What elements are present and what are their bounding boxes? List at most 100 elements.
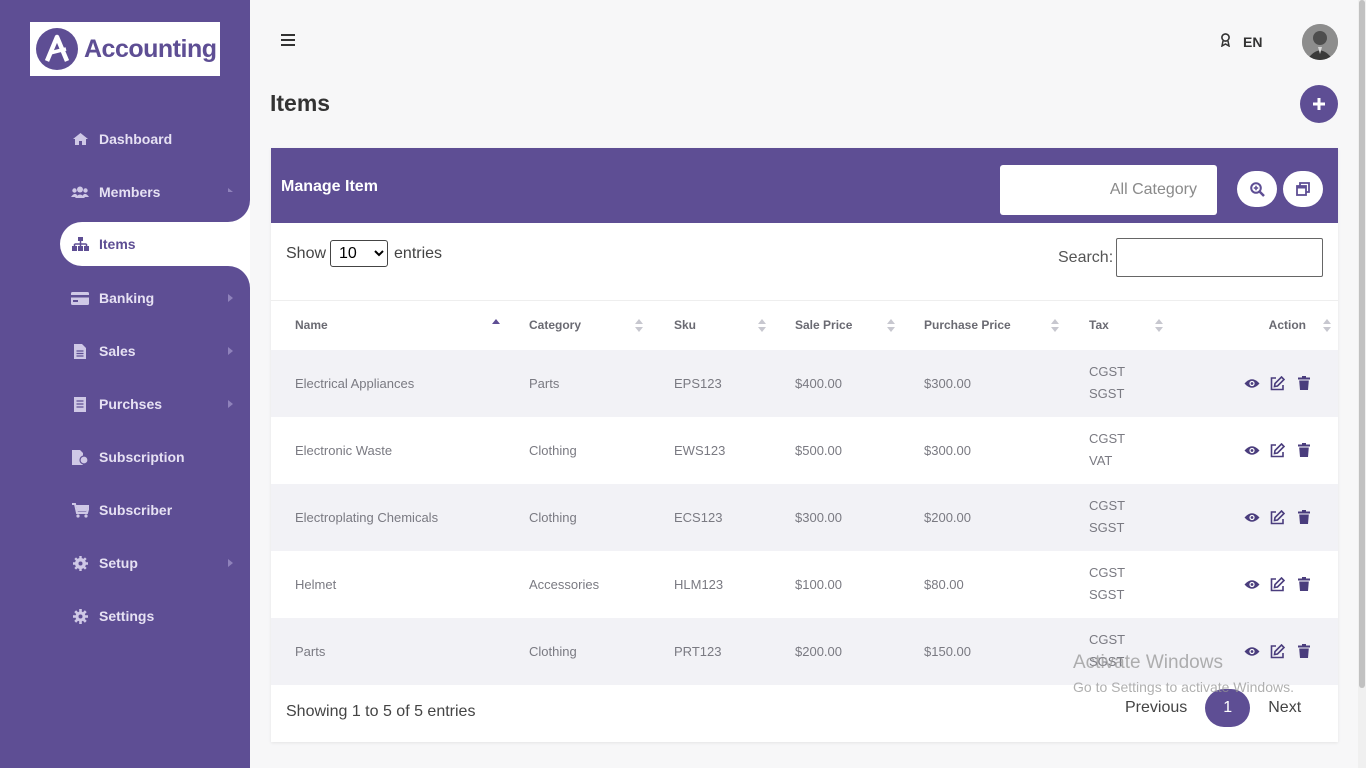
sidebar-item-items[interactable]: Items (60, 192, 250, 296)
cell-category: Accessories (529, 576, 600, 592)
sort-icon (635, 319, 643, 333)
sidebar-item-subscriber[interactable]: Subscriber (0, 483, 250, 536)
column-header-category[interactable]: Category (529, 301, 674, 350)
window-restore-button[interactable] (1283, 171, 1323, 207)
card-title: Manage Item (281, 178, 378, 195)
sort-icon (758, 319, 766, 333)
sidebar-item-dashboard[interactable]: Dashboard (0, 112, 250, 165)
cell-actions (1181, 417, 1338, 484)
delete-icon[interactable] (1295, 509, 1312, 526)
sidebar-item-label: Members (99, 183, 161, 200)
view-icon[interactable] (1243, 375, 1260, 392)
page-title: Items (270, 90, 331, 116)
sidebar-item-sales[interactable]: Sales (0, 324, 250, 377)
table-row: Electroplating Chemicals Clothing ECS123 $3… (271, 483, 1338, 551)
cell-category: Parts (529, 375, 560, 391)
sort-icon (1155, 319, 1163, 333)
delete-icon[interactable] (1295, 442, 1312, 459)
edit-icon[interactable] (1269, 509, 1286, 526)
sidebar-item-subscription[interactable]: Subscription (0, 430, 250, 483)
edit-icon[interactable] (1269, 643, 1286, 660)
avatar[interactable] (1302, 24, 1338, 60)
hamburger-icon[interactable] (281, 34, 295, 48)
sidebar-item-setup[interactable]: Setup (0, 536, 250, 589)
page-scrollbar[interactable] (1358, 0, 1366, 768)
sitemap-icon (71, 236, 89, 252)
search-input[interactable] (1116, 238, 1324, 277)
column-header-tax[interactable]: Tax (1089, 301, 1181, 350)
edit-icon[interactable] (1269, 576, 1286, 593)
items-table: Name Category Sku Sale Price Purchase Pr… (271, 300, 1338, 685)
sort-icon (887, 319, 895, 333)
column-header-sale-price[interactable]: Sale Price (795, 301, 924, 350)
tax-label: CGST (1089, 565, 1126, 580)
column-header-name[interactable]: Name (271, 301, 529, 350)
cell-purchase-price: $300.00 (924, 375, 971, 391)
sidebar-item-members[interactable]: Members (0, 165, 250, 218)
receipt-icon (71, 396, 89, 412)
view-icon[interactable] (1243, 442, 1260, 459)
next-page-button[interactable]: Next (1268, 699, 1302, 716)
cell-name: Electroplating Chemicals (295, 509, 439, 525)
delete-icon[interactable] (1295, 643, 1312, 660)
cell-sku: HLM123 (674, 576, 724, 592)
column-header-action[interactable]: Action (1181, 301, 1338, 350)
cell-tax: CGST SGST (1089, 618, 1181, 685)
app-logo[interactable]: Accounting (30, 22, 220, 76)
tax-label: SGST (1089, 654, 1125, 669)
cell-purchase-price: $80.00 (924, 576, 964, 592)
cell-name: Parts (295, 643, 326, 659)
category-select[interactable]: All Category (1000, 165, 1217, 215)
cell-sale-price: $500.00 (795, 442, 842, 458)
sort-icon (1051, 319, 1059, 333)
cell-tax: CGST SGST (1089, 484, 1181, 551)
gear-icon (71, 608, 89, 624)
cell-category: Clothing (529, 442, 577, 458)
cell-actions (1181, 551, 1338, 618)
cell-sale-price: $400.00 (795, 375, 842, 391)
cell-purchase-price: $300.00 (924, 442, 971, 458)
page-size-select[interactable]: 10 (330, 240, 389, 267)
view-icon[interactable] (1243, 509, 1260, 526)
previous-page-button[interactable]: Previous (1125, 699, 1188, 716)
home-icon (71, 131, 89, 147)
delete-icon[interactable] (1295, 375, 1312, 392)
card-header: Manage Item All Category (271, 148, 1338, 223)
delete-icon[interactable] (1295, 576, 1312, 593)
chevron-right-icon (228, 294, 233, 302)
cell-actions (1181, 484, 1338, 551)
table-info: Showing 1 to 5 of 5 entries (286, 703, 476, 720)
view-icon[interactable] (1243, 576, 1260, 593)
page-size-control: Show 10 entries (286, 240, 442, 267)
sidebar-item-label: Subscriber (99, 501, 173, 518)
cell-sale-price: $300.00 (795, 509, 842, 525)
sidebar-item-label: Settings (99, 607, 155, 624)
column-header-purchase-price[interactable]: Purchase Price (924, 301, 1089, 350)
sort-icon (1323, 319, 1331, 333)
cell-name: Electrical Appliances (295, 375, 415, 391)
sidebar-nav: Dashboard Members Items Banking (0, 112, 250, 642)
search-filter-button[interactable] (1237, 171, 1277, 207)
table-row: Electrical Appliances Parts EPS123 $400.00 $… (271, 349, 1338, 417)
file-icon (71, 343, 89, 359)
language-switcher[interactable]: EN (1220, 33, 1262, 50)
add-item-button[interactable] (1300, 85, 1338, 123)
edit-icon[interactable] (1269, 375, 1286, 392)
column-header-sku[interactable]: Sku (674, 301, 795, 350)
sidebar-item-banking[interactable]: Banking (0, 271, 250, 324)
sort-asc-icon (492, 319, 500, 333)
sidebar-item-settings[interactable]: Settings (0, 589, 250, 642)
cell-tax: CGST VAT (1089, 417, 1181, 484)
sidebar-item-purchses[interactable]: Purchses (0, 377, 250, 430)
cell-sku: EWS123 (674, 442, 726, 458)
language-label: EN (1243, 33, 1263, 50)
tax-label: SGST (1089, 520, 1125, 535)
cell-category: Clothing (529, 643, 577, 659)
sidebar-item-label: Subscription (99, 448, 185, 465)
page-1-button[interactable]: 1 (1205, 689, 1251, 727)
cell-actions (1181, 350, 1338, 417)
view-icon[interactable] (1243, 643, 1260, 660)
award-icon (1220, 33, 1231, 50)
edit-icon[interactable] (1269, 442, 1286, 459)
cell-purchase-price: $150.00 (924, 643, 971, 659)
